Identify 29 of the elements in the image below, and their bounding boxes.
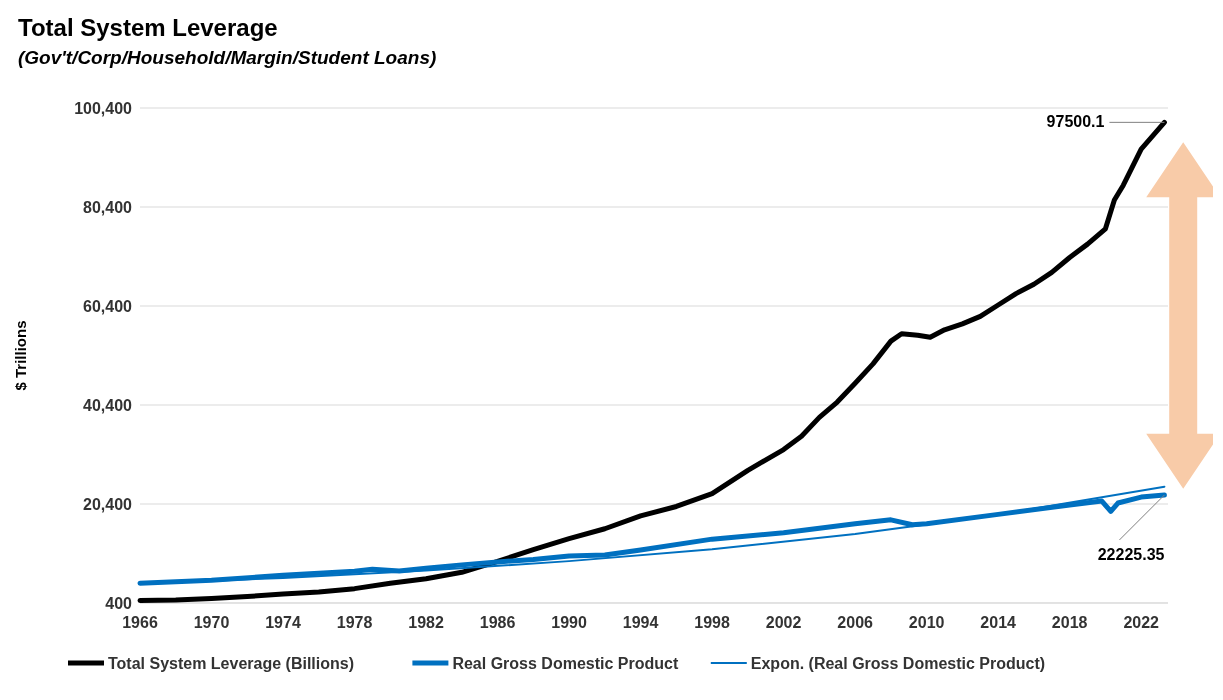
y-tick-label: 40,400: [83, 397, 133, 414]
y-axis-title: $ Trillions: [12, 320, 29, 391]
y-tick-label: 80,400: [83, 199, 133, 216]
x-tick-label: 1982: [408, 614, 444, 631]
y-tick-label: 60,400: [83, 298, 133, 315]
annotation: 97500.1: [1046, 113, 1105, 131]
legend-label: Total System Leverage (Billions): [108, 655, 354, 672]
x-tick-label: 1966: [122, 614, 158, 631]
x-tick-label: 2002: [765, 614, 802, 631]
x-tick-label: 2022: [1123, 614, 1160, 631]
x-tick-label: 2006: [837, 614, 874, 631]
x-tick-label: 2010: [908, 614, 945, 631]
x-tick-label: 2014: [980, 614, 1017, 631]
chart-subtitle: (Gov't/Corp/Household/Margin/Student Loans): [18, 47, 437, 68]
x-tick-label: 1974: [265, 614, 301, 631]
x-tick-label: 1998: [694, 614, 730, 631]
y-tick-label: 400: [105, 595, 133, 612]
x-tick-label: 1978: [336, 614, 373, 631]
x-tick-label: 1990: [551, 614, 587, 631]
annotation: 22225.35: [1097, 545, 1165, 563]
legend-label: Real Gross Domestic Product: [452, 655, 679, 672]
x-tick-label: 1970: [193, 614, 230, 631]
y-tick-label: 20,400: [83, 496, 133, 513]
chart-title: Total System Leverage: [18, 14, 278, 41]
y-tick-label: 100,400: [74, 100, 133, 117]
x-tick-label: 1986: [479, 614, 516, 631]
x-tick-label: 1994: [622, 614, 659, 631]
legend-label: Expon. (Real Gross Domestic Product): [750, 655, 1046, 672]
x-tick-label: 2018: [1051, 614, 1088, 631]
